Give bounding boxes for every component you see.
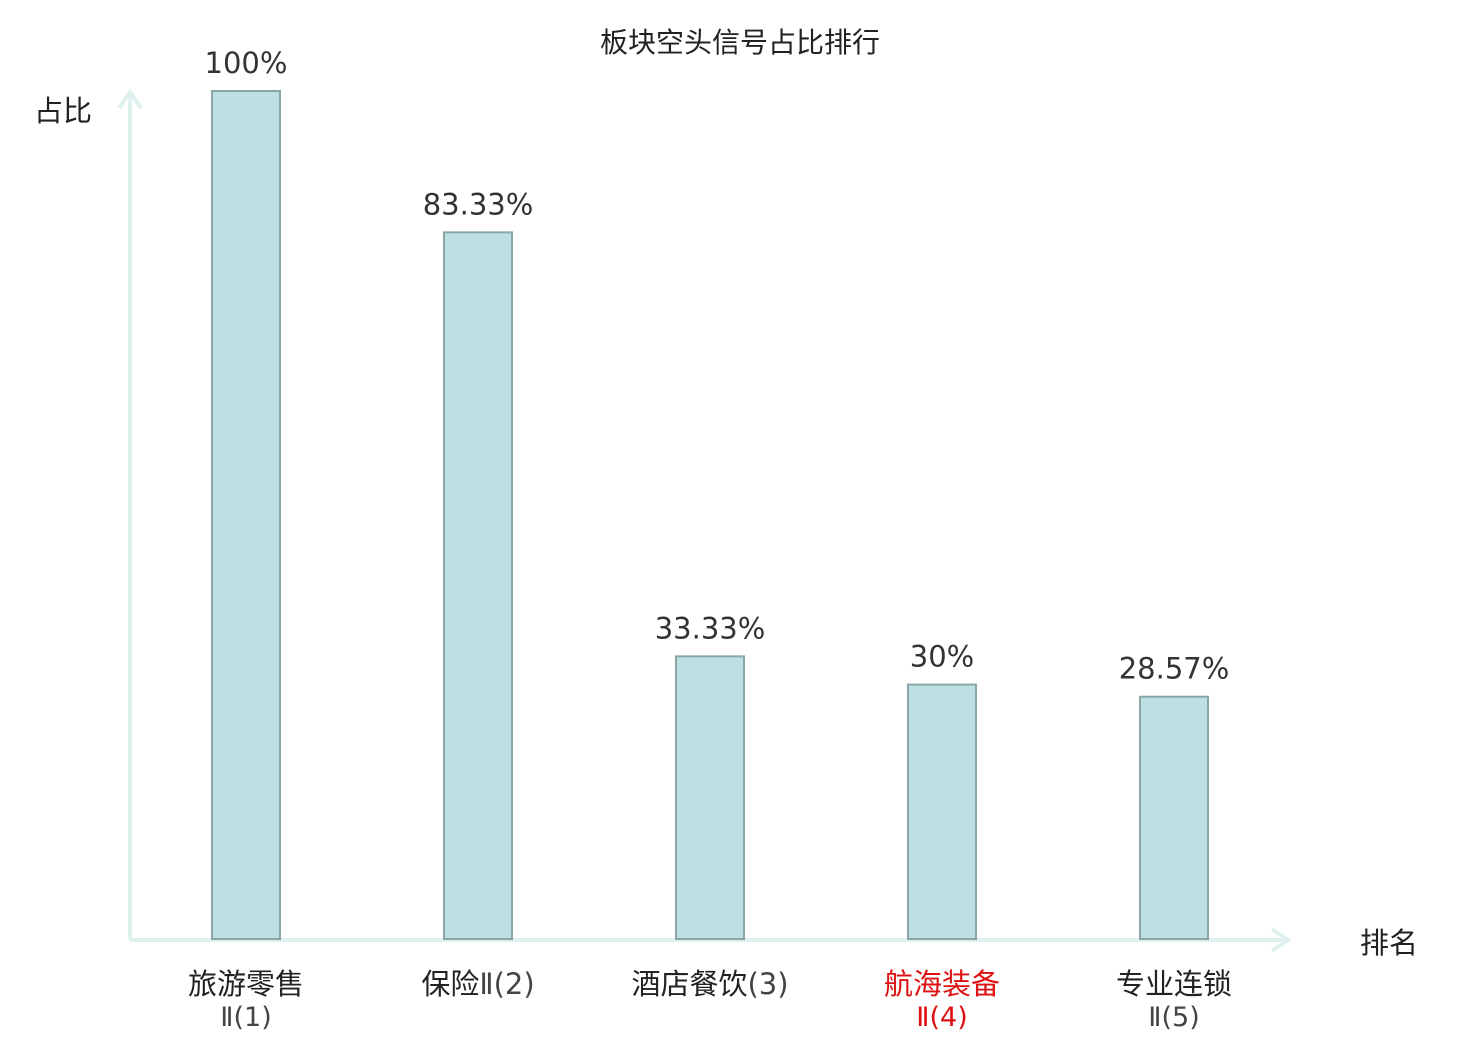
bar-value-label-4: 30%	[910, 640, 974, 674]
bar-value-label-3: 33.33%	[655, 611, 766, 645]
category-rank-4: Ⅱ(4)	[916, 1002, 968, 1033]
bar-5	[1139, 695, 1209, 940]
bar-value-label-2: 83.33%	[423, 187, 534, 221]
x-axis-arrow	[1270, 927, 1292, 953]
y-axis-label: 占比	[34, 94, 92, 128]
category-rank-2: Ⅱ(2)	[479, 967, 534, 1001]
bar-2	[443, 231, 513, 941]
bar-value-label-5: 28.57%	[1119, 652, 1230, 686]
bar-3	[675, 655, 745, 940]
category-label-2: 保险Ⅱ(2)	[421, 967, 534, 1001]
category-rank-5: Ⅱ(5)	[1148, 1002, 1200, 1033]
category-rank-3: (3)	[747, 967, 788, 1001]
category-label-5: 专业连锁	[1116, 967, 1232, 1001]
category-name-3: 酒店餐饮	[631, 967, 747, 1001]
category-label-4: 航海装备	[884, 967, 1000, 1001]
category-label-3: 酒店餐饮(3)	[631, 967, 788, 1001]
category-label-1: 旅游零售	[188, 967, 304, 1001]
chart-title: 板块空头信号占比排行	[600, 26, 880, 59]
bar-value-label-1: 100%	[205, 46, 288, 80]
category-rank-1: Ⅱ(1)	[220, 1002, 272, 1033]
y-axis-arrow	[117, 88, 143, 110]
bar-4	[907, 683, 977, 940]
category-name-2: 保险	[421, 967, 479, 1001]
bar-1	[211, 90, 281, 940]
x-axis-label: 排名	[1360, 926, 1418, 960]
